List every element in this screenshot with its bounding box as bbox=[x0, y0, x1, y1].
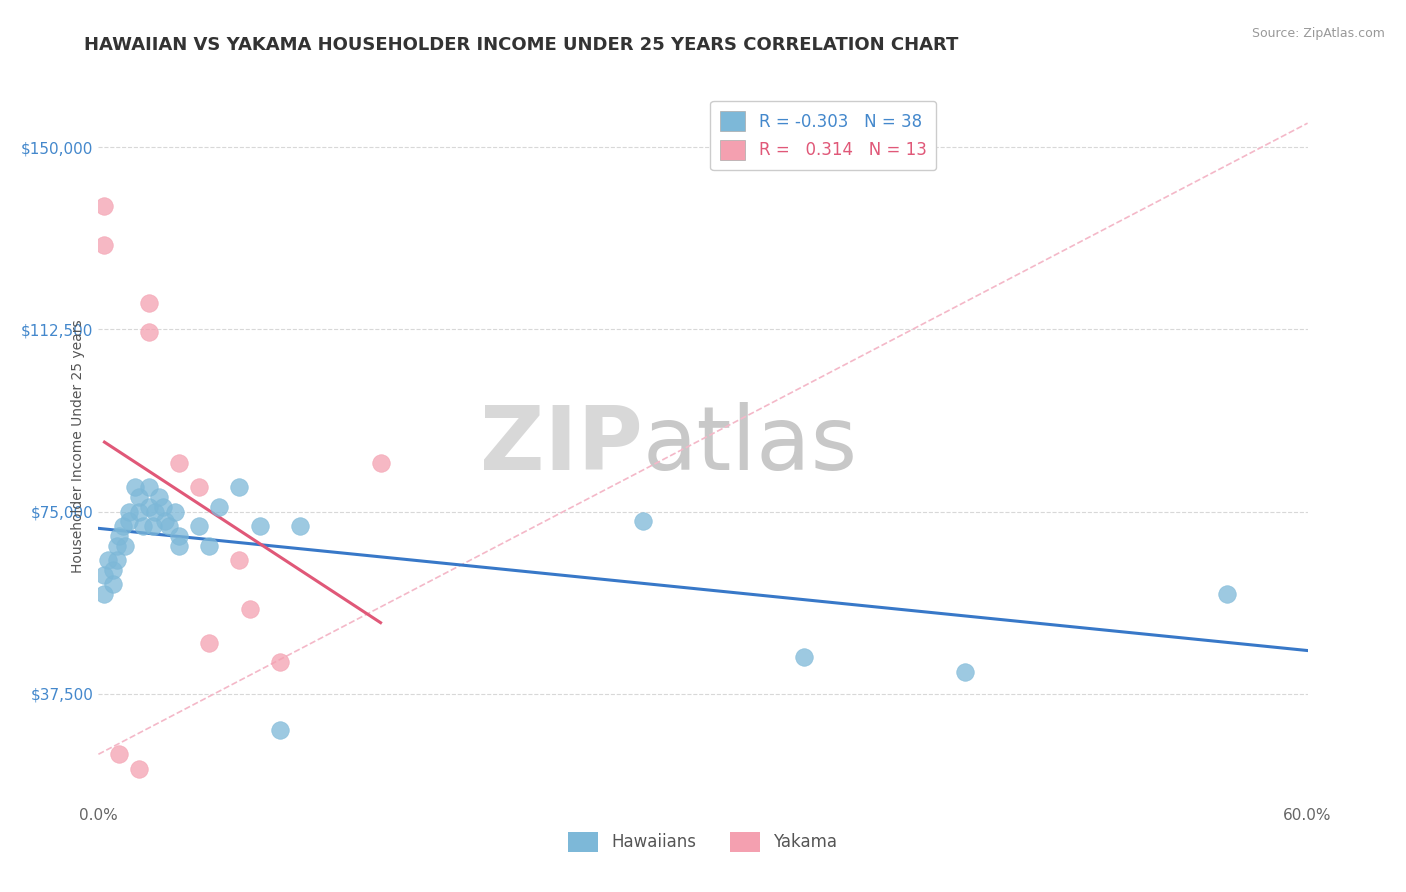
Point bbox=[188, 519, 211, 533]
Point bbox=[105, 553, 128, 567]
Point bbox=[138, 500, 160, 514]
Point bbox=[167, 529, 190, 543]
Point bbox=[239, 601, 262, 615]
Point bbox=[793, 650, 815, 665]
Point bbox=[269, 655, 291, 669]
Point bbox=[953, 665, 976, 679]
Point bbox=[93, 567, 115, 582]
Text: ZIP: ZIP bbox=[479, 402, 643, 490]
Point bbox=[153, 514, 176, 528]
Point bbox=[143, 504, 166, 518]
Point bbox=[128, 504, 150, 518]
Point bbox=[142, 519, 165, 533]
Point bbox=[157, 519, 180, 533]
Legend: Hawaiians, Yakama: Hawaiians, Yakama bbox=[562, 825, 844, 859]
Point bbox=[114, 539, 136, 553]
Point bbox=[167, 456, 190, 470]
Y-axis label: Householder Income Under 25 years: Householder Income Under 25 years bbox=[70, 319, 84, 573]
Point bbox=[138, 325, 160, 339]
Point bbox=[198, 635, 221, 649]
Point bbox=[288, 519, 311, 533]
Point bbox=[167, 539, 190, 553]
Point bbox=[118, 514, 141, 528]
Point bbox=[93, 237, 115, 252]
Point bbox=[132, 519, 155, 533]
Point bbox=[128, 762, 150, 776]
Text: HAWAIIAN VS YAKAMA HOUSEHOLDER INCOME UNDER 25 YEARS CORRELATION CHART: HAWAIIAN VS YAKAMA HOUSEHOLDER INCOME UN… bbox=[84, 36, 959, 54]
Point bbox=[163, 504, 186, 518]
Point bbox=[138, 480, 160, 494]
Text: atlas: atlas bbox=[643, 402, 858, 490]
Point bbox=[93, 199, 115, 213]
Point bbox=[198, 539, 221, 553]
Point bbox=[105, 539, 128, 553]
Point bbox=[97, 553, 120, 567]
Point bbox=[1216, 587, 1239, 601]
Point bbox=[370, 456, 392, 470]
Point bbox=[101, 563, 124, 577]
Point bbox=[228, 480, 250, 494]
Point bbox=[128, 490, 150, 504]
Point bbox=[111, 519, 134, 533]
Point bbox=[631, 514, 654, 528]
Point bbox=[208, 500, 231, 514]
Point bbox=[118, 504, 141, 518]
Point bbox=[228, 553, 250, 567]
Point bbox=[148, 490, 170, 504]
Point bbox=[138, 295, 160, 310]
Point bbox=[124, 480, 146, 494]
Point bbox=[249, 519, 271, 533]
Point bbox=[188, 480, 211, 494]
Point bbox=[269, 723, 291, 737]
Point bbox=[152, 500, 174, 514]
Point bbox=[107, 529, 129, 543]
Point bbox=[101, 577, 124, 591]
Point bbox=[93, 587, 115, 601]
Point bbox=[107, 747, 129, 762]
Text: Source: ZipAtlas.com: Source: ZipAtlas.com bbox=[1251, 27, 1385, 40]
